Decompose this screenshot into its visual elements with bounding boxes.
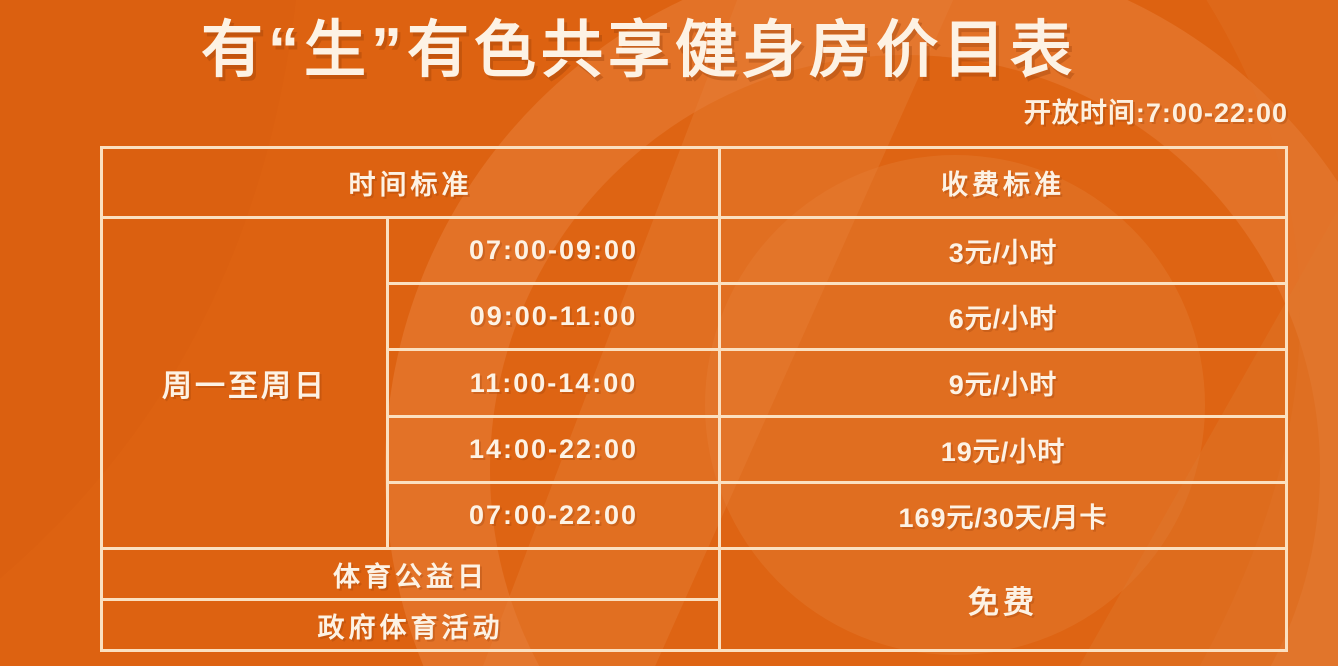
price-table: 时间标准 收费标准 周一至周日 07:00-09:00 09:00-11:00 … xyxy=(100,146,1288,652)
table-body: 周一至周日 07:00-09:00 09:00-11:00 11:00-14:0… xyxy=(103,219,1285,649)
table-header-row: 时间标准 收费标准 xyxy=(103,149,1285,219)
table-row: 体育公益日 xyxy=(103,550,718,601)
table-row: 07:00-22:00 xyxy=(468,499,639,530)
table-row: 3元/小时 xyxy=(721,219,1285,286)
table-row: 14:00-22:00 xyxy=(389,418,718,484)
poster-header: 有“生”有色共享健身房价目表 开放时间:7:00-22:00 xyxy=(0,0,1338,130)
column-header-time-standard: 时间标准 xyxy=(348,170,473,200)
table-row: 169元/30天/月卡 xyxy=(721,484,1285,550)
page-title: 有“生”有色共享健身房价目表 xyxy=(200,16,1077,85)
column-header-fee-standard: 收费标准 xyxy=(718,149,1285,216)
table-row: 政府体育活动 xyxy=(317,612,504,643)
table-row: 19元/小时 xyxy=(721,418,1285,484)
fee-standard-column: 3元/小时 6元/小时 9元/小时 19元/小时 169元/30天/月卡 免费 xyxy=(718,219,1285,649)
day-range-label: 周一至周日 xyxy=(162,370,327,403)
table-row: 9元/小时 xyxy=(721,351,1285,418)
table-row: 6元/小时 xyxy=(721,285,1285,352)
table-row: 07:00-09:00 xyxy=(389,219,718,286)
opening-hours-subtitle: 开放时间:7:00-22:00 xyxy=(1023,98,1288,129)
weekday-schedule-block: 周一至周日 07:00-09:00 09:00-11:00 11:00-14:0… xyxy=(103,219,718,550)
table-row: 09:00-11:00 xyxy=(389,285,718,352)
free-price-cell: 免费 xyxy=(968,584,1038,620)
time-slot-list: 07:00-09:00 09:00-11:00 11:00-14:00 14:0… xyxy=(386,219,718,547)
time-standard-column: 周一至周日 07:00-09:00 09:00-11:00 11:00-14:0… xyxy=(103,219,718,649)
table-row: 11:00-14:00 xyxy=(389,351,718,418)
